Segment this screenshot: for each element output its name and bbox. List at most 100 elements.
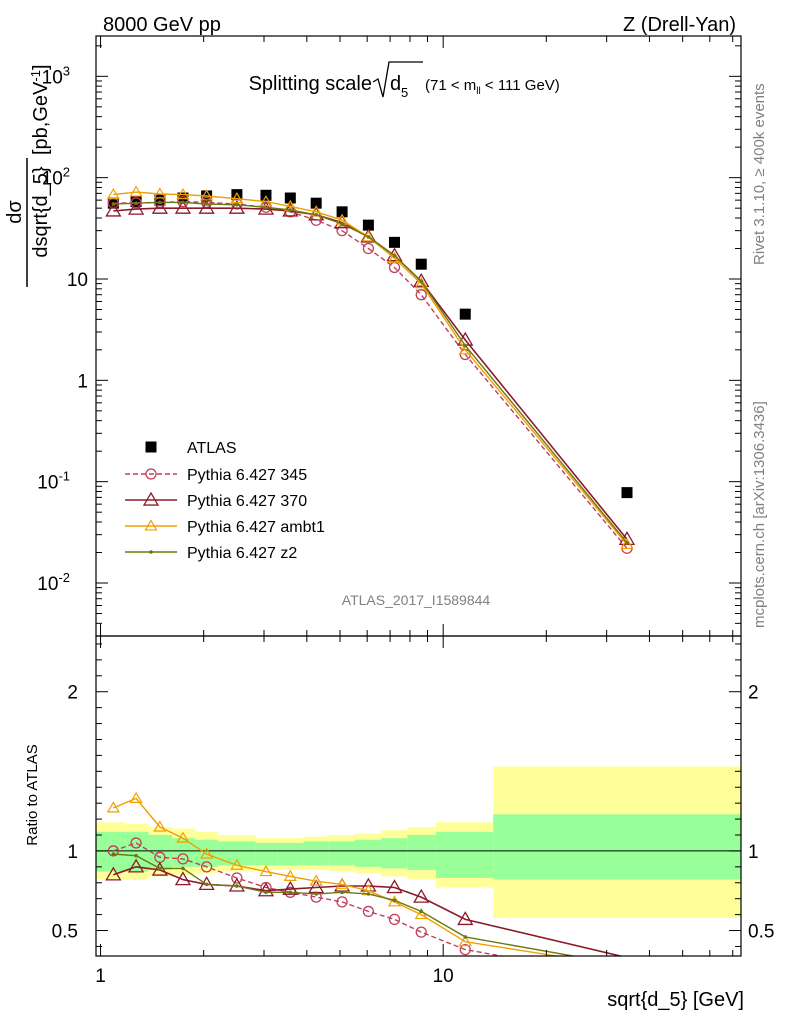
x-axis-label: sqrt{d_5} [GeV] (607, 989, 744, 1011)
ratio-point-z2 (204, 882, 209, 887)
ratio-point-p345 (200, 861, 213, 873)
ratio-point-p370 (386, 879, 403, 894)
legend-label-ambt1: Pythia 6.427 ambt1 (187, 519, 325, 536)
y-axis-denominator: dsqrt{d_5} (30, 166, 52, 258)
ratio-point-z2 (392, 898, 397, 903)
ratio-tick-label-left: 0.5 (52, 922, 78, 943)
ratio-point-ambt1 (106, 801, 120, 813)
y-tick-label: 103 (42, 63, 70, 88)
ratio-point-p370 (174, 871, 192, 886)
ratio-point-z2 (314, 892, 318, 896)
header-left: 8000 GeV pp (103, 14, 221, 36)
ratio-point-z2 (288, 890, 293, 895)
ratio-point-p345 (388, 913, 401, 926)
point-ambt1 (200, 189, 214, 201)
ratio-point-ambt1 (259, 864, 273, 877)
point-z2 (340, 222, 344, 226)
x-tick-label: 10 (433, 966, 454, 987)
point-data (459, 308, 471, 320)
ratio-tick-label-right: 2 (748, 683, 759, 704)
point-z2 (134, 201, 138, 205)
point-z2 (366, 235, 371, 239)
series-line-ambt1 (113, 191, 628, 545)
ratio-point-z2 (419, 909, 424, 914)
point-data (621, 487, 633, 499)
series-line-p370 (113, 207, 628, 540)
point-ambt1 (620, 537, 634, 550)
y-axis-unit: [pb,GeV-1] (28, 64, 52, 155)
legend-label-p370: Pythia 6.427 370 (187, 493, 307, 510)
point-z2 (625, 540, 629, 545)
band-inner (355, 839, 382, 867)
point-data (388, 236, 400, 248)
analysis-id: ATLAS_2017_I1589844 (342, 592, 491, 608)
ratio-point-ambt1 (458, 934, 472, 947)
point-z2 (419, 279, 424, 284)
y-tick-label: 10-1 (37, 469, 70, 494)
legend-marker-p370 (142, 491, 160, 506)
ratio-point-z2 (181, 866, 185, 871)
point-p370 (127, 200, 145, 215)
ratio-point-p370 (257, 882, 275, 897)
point-data (336, 206, 348, 218)
legend: ATLAS Pythia 6.427 345 Pythia 6.427 370 Pyt… (125, 440, 325, 562)
ratio-point-p345 (107, 845, 120, 857)
point-p370 (151, 199, 169, 214)
point-z2 (463, 343, 468, 348)
point-z2 (158, 200, 162, 205)
ratio-point-p345 (459, 943, 471, 956)
ratio-point-p345 (177, 853, 189, 865)
point-p370 (198, 199, 215, 214)
y-tick-label: 1 (77, 371, 88, 392)
band-inner (328, 841, 356, 866)
ratio-point-ambt1 (153, 820, 167, 832)
ratio-point-z2 (111, 852, 116, 856)
ratio-point-ambt1 (335, 877, 349, 889)
point-ambt1 (230, 192, 244, 204)
band-inner (303, 841, 329, 866)
ratio-point-p370 (228, 877, 246, 892)
plot-title-symbol: d (390, 73, 401, 95)
point-data (310, 197, 322, 209)
band-inner (407, 835, 436, 871)
point-p370 (105, 202, 122, 217)
sqrt-sign (372, 61, 423, 98)
point-data (362, 219, 374, 231)
ratio-point-z2 (235, 884, 239, 888)
rivet-label: Rivet 3.1.10, ≥ 400k events (751, 83, 768, 265)
ratio-point-p370 (105, 866, 122, 881)
point-z2 (392, 253, 397, 258)
band-inner (96, 831, 126, 872)
ratio-point-p345 (231, 872, 243, 884)
ratio-point-z2 (134, 853, 138, 858)
y-axis-label: dσ dsqrt{d_5} [pb,GeV-1] (4, 64, 52, 287)
point-z2 (314, 213, 318, 217)
legend-label-data: ATLAS (187, 440, 237, 457)
point-data (415, 258, 427, 270)
point-data (284, 192, 296, 204)
main-series (105, 185, 636, 554)
legend-marker-z2 (149, 550, 153, 554)
plot-title: Splitting scale d 5 (71 < mll < 111 GeV) (249, 61, 560, 100)
ratio-point-ambt1 (309, 874, 323, 886)
point-ambt1 (176, 187, 190, 200)
band-inner (217, 841, 256, 866)
point-z2 (235, 202, 239, 207)
ratio-line-p370 (113, 865, 624, 956)
legend-label-p345: Pythia 6.427 345 (187, 467, 307, 484)
point-p345 (415, 289, 427, 301)
ratio-point-p370 (413, 888, 430, 903)
ratio-point-z2 (463, 935, 468, 939)
band-inner (255, 842, 278, 866)
y-tick-label: 102 (42, 165, 70, 190)
ratio-panel-frame (95, 635, 742, 957)
plot-title-subscript: 5 (401, 85, 408, 100)
ratio-series (105, 791, 624, 956)
legend-marker-ambt1 (144, 519, 158, 531)
point-z2 (204, 202, 209, 206)
ratio-point-z2 (158, 866, 162, 871)
ratio-point-p370 (282, 880, 299, 895)
ratio-point-p345 (130, 837, 142, 849)
point-p345 (362, 242, 375, 255)
